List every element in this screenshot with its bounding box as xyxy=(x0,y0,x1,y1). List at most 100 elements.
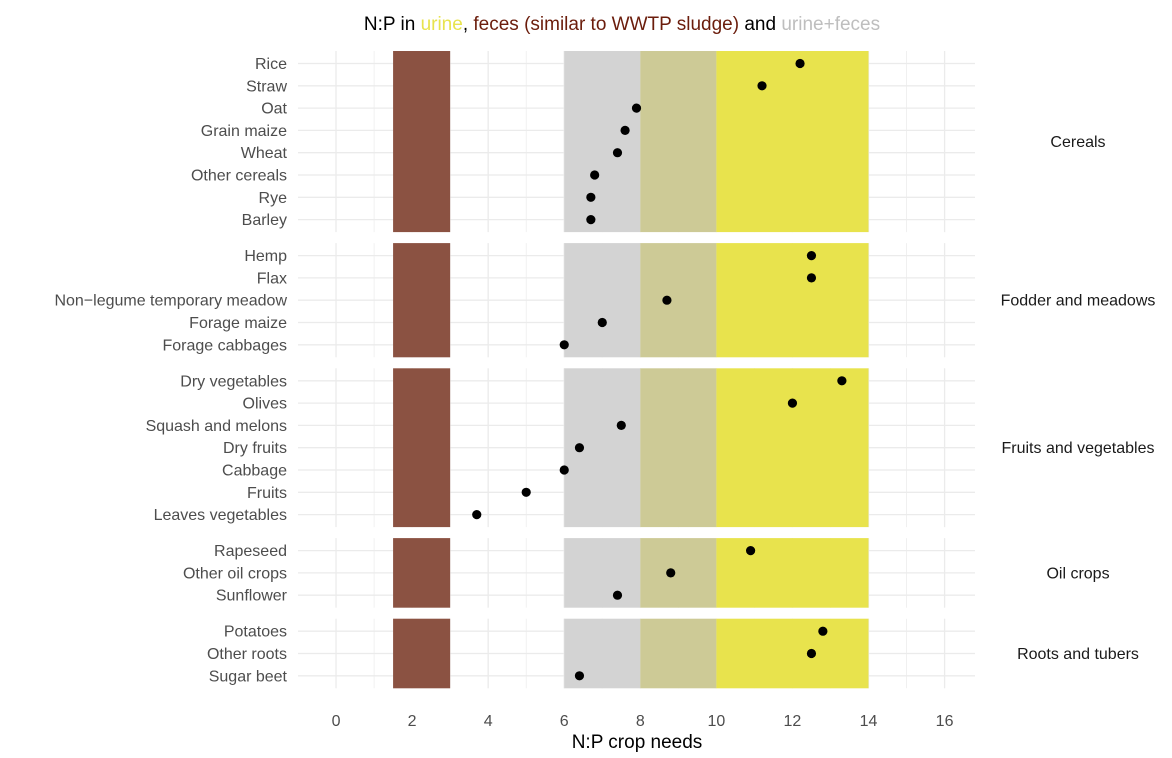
x-tick-label: 14 xyxy=(860,713,878,730)
category-label: Straw xyxy=(246,78,287,95)
reference-band-urine-feces xyxy=(564,51,641,233)
category-label: Sugar beet xyxy=(209,668,288,685)
data-point xyxy=(616,420,626,430)
reference-band-urine xyxy=(716,51,869,233)
data-point xyxy=(757,81,767,91)
reference-band-urine-feces xyxy=(564,243,641,358)
reference-band-overlap xyxy=(640,51,717,233)
chart-title: N:P in urine, feces (similar to WWTP slu… xyxy=(364,14,880,35)
x-tick-label: 8 xyxy=(636,713,645,730)
title-feces: feces (similar to WWTP sludge) xyxy=(473,14,739,35)
category-label: Wheat xyxy=(241,145,288,162)
title-separator: , xyxy=(463,14,474,35)
category-label: Flax xyxy=(257,270,287,287)
reference-band-urine xyxy=(716,538,869,608)
reference-band-feces xyxy=(393,538,451,608)
reference-band-feces xyxy=(393,243,451,358)
data-point xyxy=(620,125,630,135)
title-combined: urine+feces xyxy=(781,14,880,35)
data-point xyxy=(806,251,817,261)
data-point xyxy=(586,192,596,202)
category-label: Hemp xyxy=(244,248,287,265)
category-label: Forage maize xyxy=(189,315,287,332)
data-point xyxy=(806,273,817,283)
category-label: Leaves vegetables xyxy=(154,507,287,524)
facet-panel: Potatoes Other roots Sugar beet Roots and t… xyxy=(207,618,1139,689)
data-point xyxy=(806,648,817,659)
reference-band-overlap xyxy=(640,243,717,358)
data-point xyxy=(521,487,531,497)
reference-band-overlap xyxy=(640,538,717,608)
category-label: Barley xyxy=(242,212,287,229)
data-point xyxy=(612,590,623,600)
category-label: Other oil crops xyxy=(183,565,287,582)
category-label: Squash and melons xyxy=(146,418,287,435)
facet-label: Oil crops xyxy=(1046,565,1109,582)
facet-panel: Hemp Flax Non−legume temporary meadow Forag… xyxy=(54,243,1156,358)
facet-panel: Rapeseed Other oil crops Sunflower Oil crop… xyxy=(183,538,1110,608)
reference-band-urine xyxy=(716,618,869,689)
category-label: Olives xyxy=(243,396,287,413)
x-tick-label: 12 xyxy=(784,713,802,730)
x-axis-title: N:P crop needs xyxy=(572,732,703,753)
data-point xyxy=(590,170,600,180)
data-point xyxy=(662,295,672,305)
category-label: Cabbage xyxy=(222,463,287,480)
data-point xyxy=(631,103,642,113)
reference-band-feces xyxy=(393,618,451,689)
reference-band-feces xyxy=(393,368,451,528)
reference-band-urine xyxy=(716,368,869,528)
reference-band-feces xyxy=(393,51,451,233)
x-tick-label: 2 xyxy=(408,713,417,730)
data-point xyxy=(746,546,756,556)
data-point xyxy=(559,340,569,350)
data-point xyxy=(597,317,607,328)
category-label: Rye xyxy=(259,190,288,207)
category-label: Dry fruits xyxy=(223,440,287,457)
data-point xyxy=(574,443,585,453)
reference-band-urine-feces xyxy=(564,538,641,608)
title-and: and xyxy=(739,14,781,35)
reference-band-overlap xyxy=(640,618,717,689)
title-urine: urine xyxy=(421,14,463,35)
plot-area: Rice Straw Oat Grain maize Wheat Other cereal… xyxy=(54,51,1155,730)
title-prefix: N:P in xyxy=(364,14,421,35)
category-label: Other roots xyxy=(207,646,287,663)
category-label: Forage cabbages xyxy=(162,337,287,354)
x-tick-label: 0 xyxy=(332,713,341,730)
category-label: Other cereals xyxy=(191,168,287,185)
facet-panel: Dry vegetables Olives Squash and melons Dry… xyxy=(146,368,1155,528)
data-point xyxy=(787,398,798,408)
x-tick-label: 6 xyxy=(560,713,569,730)
facet-panel: Rice Straw Oat Grain maize Wheat Other cereal… xyxy=(191,51,1106,233)
facet-label: Fruits and vegetables xyxy=(1002,440,1155,457)
category-label: Rapeseed xyxy=(214,543,287,560)
reference-band-urine xyxy=(716,243,869,358)
data-point xyxy=(586,215,596,225)
data-point xyxy=(612,148,623,158)
facet-label: Cereals xyxy=(1050,134,1105,151)
data-point xyxy=(818,626,828,636)
reference-band-overlap xyxy=(640,368,717,528)
data-point xyxy=(472,509,482,520)
x-tick-label: 16 xyxy=(936,713,954,730)
x-tick-label: 10 xyxy=(707,713,725,730)
category-label: Sunflower xyxy=(216,588,288,605)
facet-label: Fodder and meadows xyxy=(1001,293,1156,310)
data-point xyxy=(795,58,805,69)
data-point xyxy=(666,568,676,578)
category-label: Dry vegetables xyxy=(180,373,287,390)
category-label: Rice xyxy=(255,56,287,73)
x-tick-label: 4 xyxy=(484,713,493,730)
category-label: Potatoes xyxy=(224,624,287,641)
category-label: Grain maize xyxy=(201,123,287,140)
data-point xyxy=(574,671,585,681)
data-point xyxy=(837,376,847,386)
data-point xyxy=(559,465,569,475)
category-label: Oat xyxy=(261,101,287,118)
facet-label: Roots and tubers xyxy=(1017,646,1139,663)
category-label: Fruits xyxy=(247,485,287,502)
category-label: Non−legume temporary meadow xyxy=(54,293,287,310)
